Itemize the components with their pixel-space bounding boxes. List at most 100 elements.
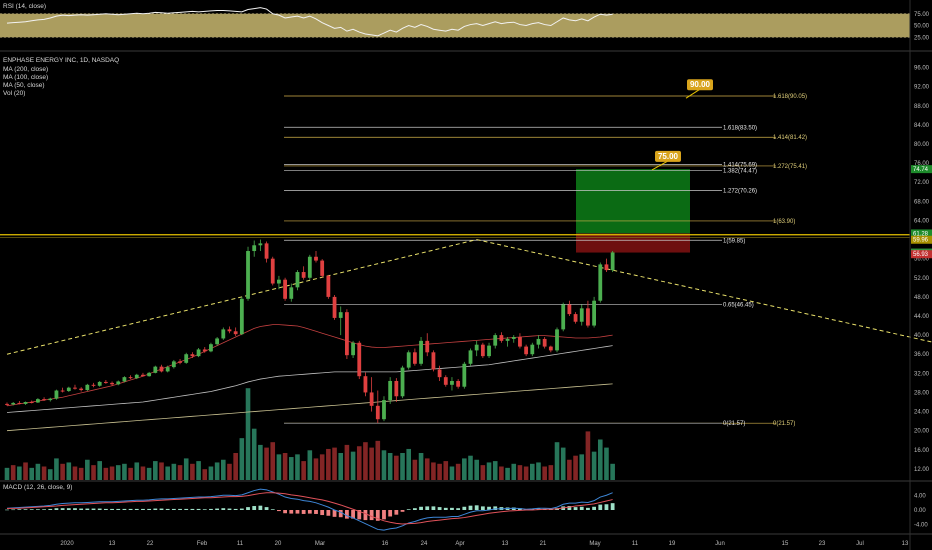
- price-tick-label: 40.00: [914, 333, 930, 339]
- candle-body: [202, 349, 207, 352]
- macd-histogram-bar: [400, 510, 405, 512]
- candle-body: [23, 402, 28, 404]
- price-pane: 1.618(90.05) 1.414(81.42) 1.272(75.41) 1(63…: [0, 66, 932, 480]
- candle-body: [363, 376, 368, 393]
- volume-bar: [288, 457, 294, 480]
- candle-body: [351, 342, 355, 356]
- price-tick-label: 76.00: [914, 161, 930, 167]
- volume-bar: [128, 467, 133, 480]
- macd-histogram-bar: [122, 508, 127, 510]
- macd-tick-label: -4.00: [914, 522, 928, 528]
- volume-bar: [437, 463, 442, 480]
- candle-body: [239, 298, 244, 335]
- volume-bar: [591, 451, 597, 480]
- rsi-tick-label: 50.00: [914, 24, 930, 30]
- volume-bar: [66, 462, 72, 480]
- callout-label: 75.00: [658, 152, 679, 161]
- macd-histogram-bar: [5, 509, 9, 511]
- macd-histogram-bar: [239, 508, 244, 510]
- symbol-label[interactable]: ENPHASE ENERGY INC, 1D, NASDAQ: [3, 57, 120, 64]
- macd-histogram-bar: [233, 508, 238, 510]
- volume-bar: [91, 465, 96, 480]
- candle-body: [530, 344, 535, 355]
- macd-histogram-bar: [586, 507, 590, 510]
- volume-bar: [560, 447, 566, 480]
- macd-histogram-bar: [301, 510, 306, 514]
- macd-histogram-bar: [338, 510, 343, 518]
- candle-body: [85, 384, 90, 391]
- candle-body: [388, 380, 393, 401]
- candle-body: [258, 243, 263, 246]
- fib-level-label: 0(21.57): [723, 421, 745, 427]
- candle-body: [567, 304, 572, 315]
- macd-histogram-bar: [141, 508, 145, 510]
- macd-histogram-bar: [518, 508, 522, 510]
- macd-histogram-bar: [23, 509, 28, 510]
- candle-body: [277, 279, 281, 284]
- candle-body: [48, 398, 53, 401]
- candle-body: [17, 402, 22, 404]
- candle-body: [221, 329, 226, 339]
- ma100-label[interactable]: MA (100, close): [3, 74, 49, 81]
- candle-body: [110, 382, 114, 385]
- macd-histogram-bar: [443, 507, 448, 510]
- rsi-tick-label: 25.00: [914, 35, 930, 41]
- price-badge: [911, 235, 932, 244]
- volume-bar: [480, 465, 486, 480]
- volume-bar: [146, 467, 152, 480]
- volume-bar: [78, 467, 84, 480]
- callout-pointer: [651, 160, 669, 171]
- candle-body: [604, 264, 609, 271]
- volume-bar: [103, 467, 109, 480]
- macd-histogram-bar: [73, 508, 77, 510]
- volume-bar: [251, 428, 257, 480]
- ma50-label[interactable]: MA (50, close): [3, 82, 45, 89]
- callout-pointer: [685, 88, 701, 99]
- candle-body: [555, 329, 559, 351]
- candle-body: [573, 314, 578, 322]
- date-tick-label: 13: [109, 541, 116, 547]
- macd-histogram-bar: [345, 510, 349, 519]
- price-tick-label: 32.00: [914, 371, 930, 377]
- profit-target-zone: [576, 169, 690, 234]
- macd-histogram-bar: [221, 508, 226, 510]
- price-tick-label: 20.00: [914, 429, 930, 435]
- volume-bar: [548, 465, 554, 480]
- volume-bar: [29, 467, 35, 480]
- macd-histogram-bar: [196, 508, 201, 510]
- macd-histogram-bar: [357, 510, 362, 520]
- volume-bar: [301, 461, 306, 480]
- fib-level-label: 1.618(90.05): [773, 94, 807, 100]
- candle-body: [586, 308, 590, 326]
- candle-body: [375, 405, 380, 420]
- volume-bar: [455, 463, 461, 480]
- candle-body: [215, 338, 220, 345]
- macd-histogram-bar: [110, 508, 114, 510]
- macd-label[interactable]: MACD (12, 26, close, 9): [3, 484, 73, 491]
- fib-level-label: 0(21.57): [773, 421, 795, 427]
- volume-bar: [363, 442, 368, 480]
- candle-body: [128, 377, 133, 379]
- macd-histogram-bar: [190, 508, 195, 510]
- macd-histogram-bar: [227, 508, 232, 510]
- macd-histogram-bar: [474, 505, 479, 510]
- ma200-label[interactable]: MA (200, close): [3, 66, 49, 73]
- volume-bar: [319, 454, 325, 480]
- volume-bar: [474, 459, 479, 480]
- candle-body: [320, 260, 325, 276]
- candle-body: [610, 252, 615, 271]
- candle-body: [283, 279, 287, 299]
- stop-loss-zone: [576, 233, 690, 253]
- macd-histogram-bar: [425, 506, 430, 510]
- candle-body: [394, 380, 399, 397]
- volume-bar: [115, 465, 121, 480]
- volume-label[interactable]: Vol (20): [3, 90, 26, 97]
- rsi-label[interactable]: RSI (14, close): [3, 3, 46, 10]
- macd-histogram-bar: [369, 510, 374, 521]
- macd-histogram-bar: [11, 509, 16, 511]
- candle-body: [382, 400, 386, 420]
- volume-bar: [499, 466, 504, 480]
- macd-histogram-bar: [48, 508, 53, 510]
- macd-histogram-bar: [394, 510, 399, 515]
